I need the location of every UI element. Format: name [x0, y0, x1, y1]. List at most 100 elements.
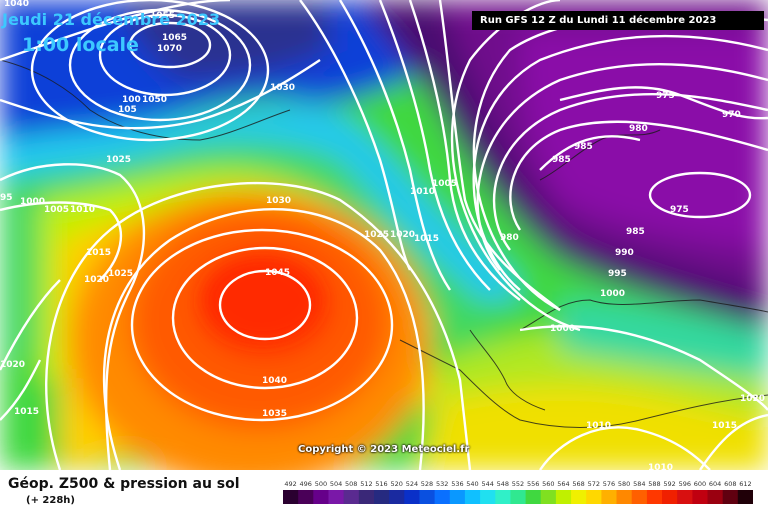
legend-swatch [662, 490, 678, 504]
isobar-label: 1040 [262, 376, 287, 386]
legend-swatch [601, 490, 618, 504]
legend-swatch [328, 490, 345, 504]
isobar-label: 1015 [14, 407, 39, 417]
legend-swatch [692, 490, 709, 504]
isobar-label: 990 [615, 248, 634, 258]
legend-swatch [571, 490, 587, 504]
isobar-label: 1010 [410, 187, 435, 197]
legend-value: 496 [299, 480, 311, 488]
legend-swatch [434, 490, 451, 504]
legend-value: 492 [284, 480, 296, 488]
legend-swatch [737, 490, 753, 504]
legend-value: 560 [542, 480, 554, 488]
legend-value: 548 [497, 480, 509, 488]
legend-value: 540 [466, 480, 478, 488]
isobar-label: 95 [0, 193, 13, 203]
pressure-map: 1040 1055 1065 1070 1030 100 1050 105 1025 95 1000… [0, 0, 768, 470]
isobar-label: 1015 [86, 248, 111, 258]
footer-title: Géop. Z500 & pression au sol [8, 476, 240, 492]
legend-value: 528 [421, 480, 433, 488]
legend-value: 556 [527, 480, 539, 488]
isobar-label: 1000 [20, 197, 45, 207]
legend-value: 572 [588, 480, 600, 488]
legend-value: 584 [633, 480, 645, 488]
legend-swatch [677, 490, 693, 504]
isobar-label: 1070 [157, 44, 182, 54]
legend-swatch [555, 490, 572, 504]
legend-value: 516 [375, 480, 387, 488]
legend-swatch [343, 490, 360, 504]
isobar-label: 1005 [432, 179, 457, 189]
isobar-label: 970 [722, 110, 741, 120]
legend-value: 576 [603, 480, 615, 488]
isobar-label: 985 [626, 227, 645, 237]
legend-swatch [707, 490, 724, 504]
isobar-label: 100 [122, 95, 141, 105]
legend-swatch [722, 490, 739, 504]
legend-swatch [419, 490, 436, 504]
legend-value: 604 [709, 480, 721, 488]
legend-value: 600 [694, 480, 706, 488]
isobar-label: 1045 [265, 268, 290, 278]
legend-swatch [525, 490, 542, 504]
legend-value: 612 [739, 480, 751, 488]
legend-swatch [646, 490, 663, 504]
isobar-label: 1015 [414, 234, 439, 244]
legend-value: 596 [679, 480, 691, 488]
isobar-label: 1000 [600, 289, 625, 299]
legend-swatch [480, 490, 496, 504]
isobar-label: 1000 [550, 324, 575, 334]
legend-value: 588 [648, 480, 660, 488]
isobar-label: 1005 [44, 205, 69, 215]
legend-value: 580 [618, 480, 630, 488]
legend-value: 552 [512, 480, 524, 488]
legend-swatch [374, 490, 390, 504]
legend-value: 504 [330, 480, 342, 488]
isobar-label: 975 [656, 91, 675, 101]
legend-value: 512 [360, 480, 372, 488]
legend-value: 524 [406, 480, 418, 488]
isobar-label: 105 [118, 105, 137, 115]
run-info: Run GFS 12 Z du Lundi 11 décembre 2023 [472, 11, 764, 30]
isobar-label: 1025 [108, 269, 133, 279]
isobar-label: 1025 [364, 230, 389, 240]
isobar-label: 1010 [648, 463, 673, 470]
legend-value: 520 [390, 480, 402, 488]
isobar-label: 980 [500, 233, 519, 243]
legend-value: 592 [663, 480, 675, 488]
legend-swatch [510, 490, 527, 504]
isobar-label: 1020 [390, 230, 415, 240]
isobar-label: 975 [670, 205, 689, 215]
color-legend: 492 496 500 504 508 512 516 520 524 528 532 536 540 5… [283, 480, 753, 504]
legend-value: 564 [557, 480, 569, 488]
legend-value: 532 [436, 480, 448, 488]
isobar-label: 985 [552, 155, 571, 165]
legend-value: 608 [724, 480, 736, 488]
legend-swatch [298, 490, 314, 504]
legend-swatch [631, 490, 648, 504]
coastlines [0, 59, 768, 428]
isobars [0, 0, 768, 470]
isobar-label: 980 [629, 124, 648, 134]
copyright-text: Copyright © 2023 Meteociel.fr [298, 444, 470, 455]
legend-swatch [404, 490, 420, 504]
isobar-label: 1020 [84, 275, 109, 285]
legend-value: 536 [451, 480, 463, 488]
high-core [204, 258, 320, 342]
isobar-label: 1025 [106, 155, 131, 165]
legend-value: 568 [572, 480, 584, 488]
isobar-label: 1040 [4, 0, 29, 9]
legend-swatch [283, 490, 299, 504]
isobar-label: 1030 [266, 196, 291, 206]
legend-swatch [495, 490, 511, 504]
isobar-label: 995 [608, 269, 627, 279]
legend-value: 500 [315, 480, 327, 488]
legend-swatch [389, 490, 405, 504]
isobar-label: 1010 [70, 205, 95, 215]
isobar-label: 1020 [740, 394, 765, 404]
legend-swatch [586, 490, 602, 504]
legend-value: 508 [345, 480, 357, 488]
isobar-label: 1030 [270, 83, 295, 93]
